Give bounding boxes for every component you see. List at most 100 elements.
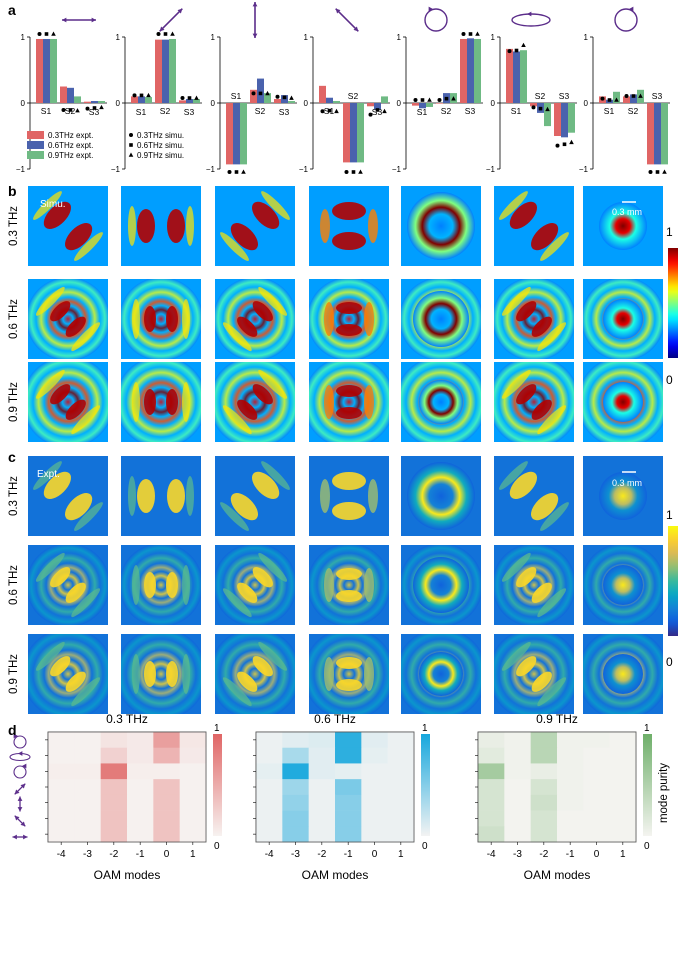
y-tick-label: 1 [116,33,121,42]
heatmap-cell [282,794,309,811]
simu-marker [555,143,560,148]
stokes-chart-6: 1 0 −1 S1 S2 S3 [486,33,577,174]
y-tick-label: 1 [211,33,216,42]
heatmap-cell [530,826,558,843]
legend-text: 0.3THz expt. [48,131,93,140]
heatmap-cell [557,732,584,749]
heatmap-cell [609,826,637,843]
colorbar-min: 0 [666,655,673,669]
bar [544,103,551,127]
row-label: 0.3 THz [8,476,20,516]
bar [343,103,350,163]
colorbar-max: 1 [422,723,428,734]
heatmap-cell [282,810,309,827]
simu-marker [85,106,90,111]
simu-marker [163,32,168,36]
x-category-label: S3 [652,91,663,101]
legend-text: 0.6THz simu. [137,141,184,150]
heatmap-cell [179,747,207,764]
heatmap-cell [153,779,180,796]
heatmap-cell [127,826,154,843]
vert-polarization-icon [17,796,23,812]
simu-marker [514,48,519,53]
heatmap-cell [387,747,415,764]
heatmap-title: 0.3 THz [106,712,148,726]
heatmap-cell [127,732,154,749]
y-tick-label: 0 [304,99,309,108]
x-tick-label: 0 [372,849,378,860]
bar [520,50,527,103]
simu-marker [289,95,294,100]
colorbar-max: 1 [644,723,650,734]
mode-image [583,545,663,625]
heatmap-cell [179,810,207,827]
mode-image [215,279,295,359]
panel-label-b: b [8,183,17,199]
heatmap-cell [583,794,610,811]
x-category-label: S1 [41,106,52,116]
row-label: 0.6 THz [8,565,20,605]
legend-marker [129,143,133,147]
x-category-label: S1 [136,107,147,117]
legend-marker [128,152,134,157]
x-category-label: S1 [417,107,428,117]
heatmap-cell [387,794,415,811]
heatmap-cell [100,763,128,780]
heatmap-cell [557,810,584,827]
heatmap-cell [583,810,610,827]
heatmap-cell [387,826,415,843]
mode-image [401,279,481,359]
panel-label-c: c [8,449,16,465]
mode-image [494,634,574,714]
heatmap-cell [478,732,505,749]
x-tick-label: -3 [83,849,92,860]
x-tick-label: -2 [539,849,548,860]
heatmap-cell [74,794,101,811]
y-tick-label: −1 [16,165,26,174]
heatmap-cell [478,763,505,780]
heatmap-cell [100,794,128,811]
y-tick-label: 1 [584,33,589,42]
simu-marker [194,95,199,100]
x-tick-label: -3 [291,849,300,860]
scale-label: 0.3 mm [612,207,642,217]
simu-marker [382,108,387,114]
circle-arrow-icon [614,6,638,32]
double-arrow-vertical-icon [252,2,258,38]
bar [630,94,637,103]
simu-marker [327,108,332,113]
heatmap-cell [335,810,362,827]
heatmap-cell [308,810,336,827]
heatmap-cell [179,763,207,780]
bar [43,38,50,104]
mode-image [401,545,481,625]
bar [661,103,668,165]
simu-marker [655,170,660,174]
bar [264,93,271,103]
stokes-chart-7: 1 0 −1 S1 S2 S3 [579,33,670,174]
mode-image [121,545,201,625]
y-tick-label: 0 [584,99,589,108]
stokes-chart-3: 1 0 −1 S1 S2 S3 [206,33,297,174]
y-tick-label: 1 [491,33,496,42]
heatmap-cell [478,779,505,796]
heatmap-cell [256,747,283,764]
mode-image [121,279,201,359]
simu-marker [68,108,73,112]
y-tick-label: 1 [304,33,309,42]
bar [226,103,233,165]
simu-marker [358,169,363,174]
y-tick-label: −1 [206,165,216,174]
row-label: 0.6 THz [8,299,20,339]
mode-image [215,362,295,442]
x-category-label: S2 [535,91,546,101]
bar [60,86,67,103]
simu-marker [538,106,543,111]
bar [554,103,561,136]
heatmap-cell [387,810,415,827]
bar [186,99,193,103]
legend-swatch [27,141,44,149]
simu-marker [569,139,574,145]
heatmap-cell [48,826,75,843]
heatmap-cell [583,747,610,764]
